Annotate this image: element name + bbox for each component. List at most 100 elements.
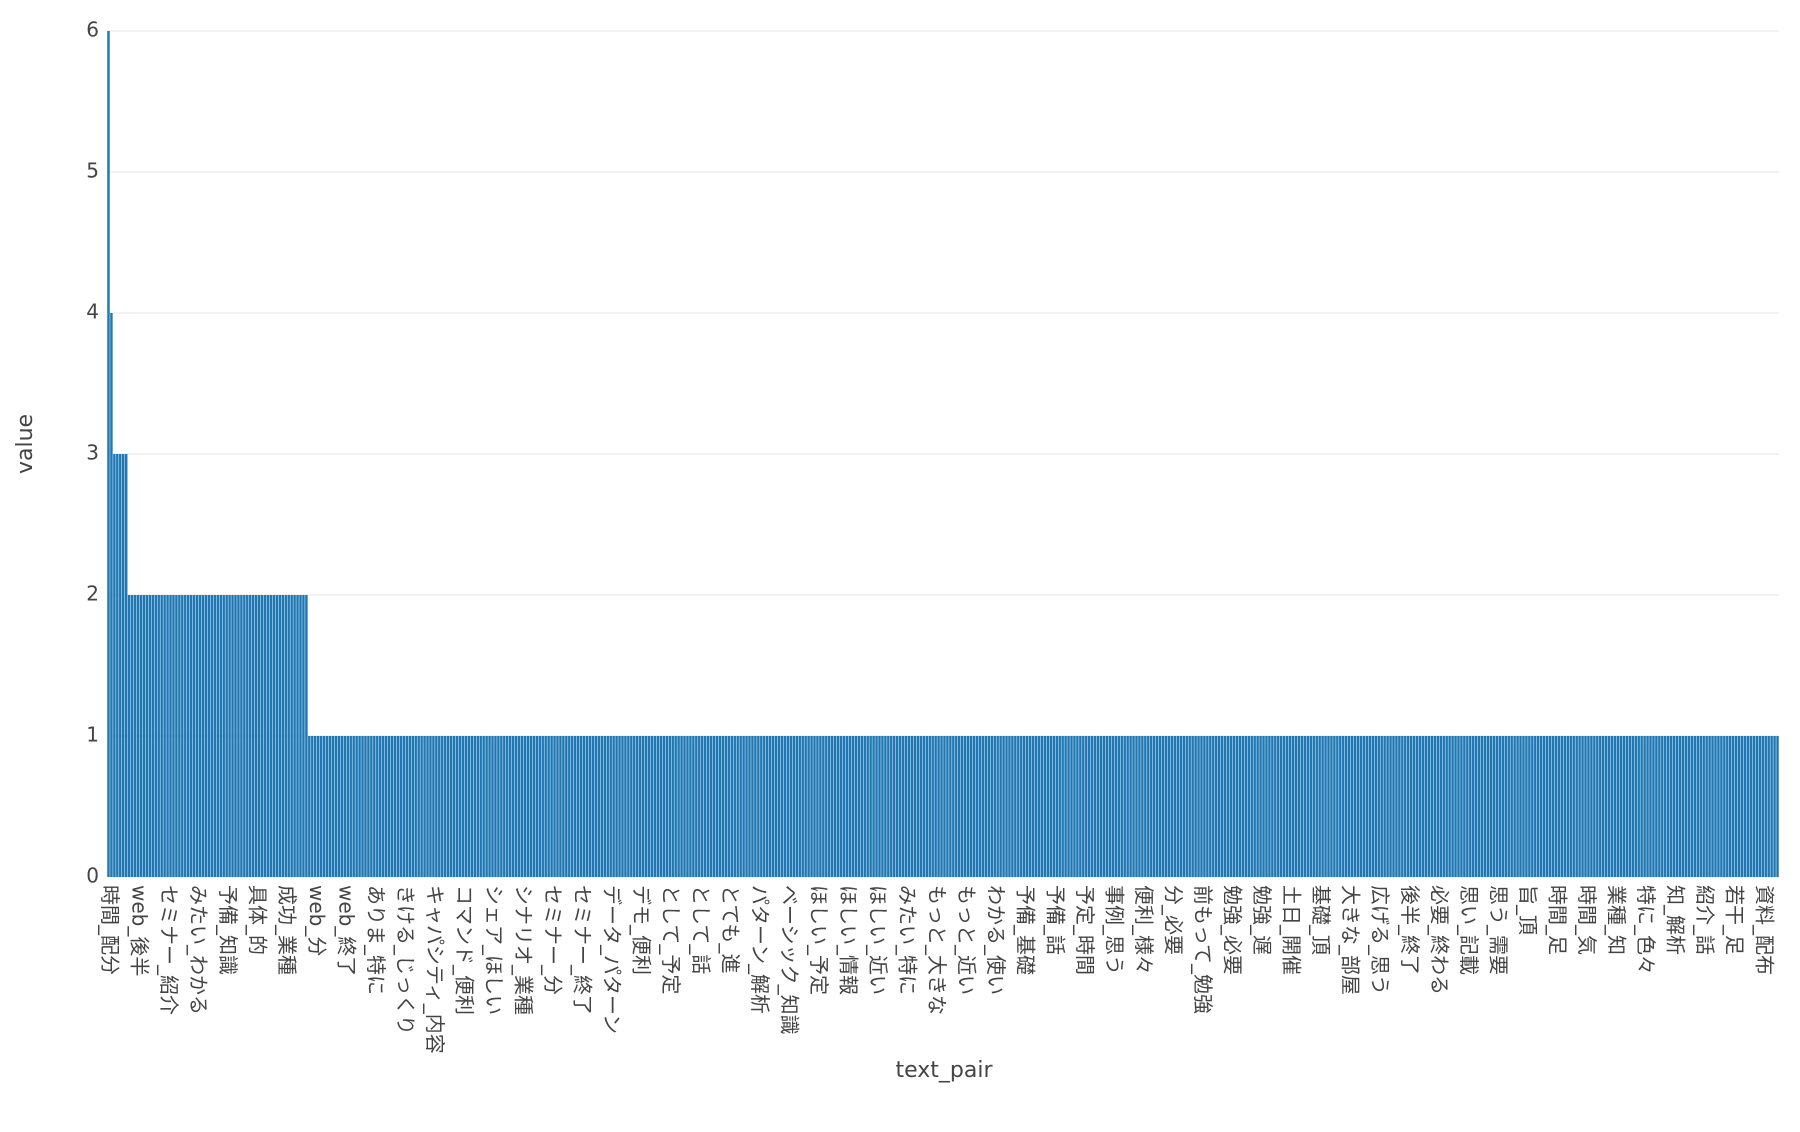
bar (1356, 736, 1360, 877)
bar (547, 736, 550, 877)
bar (600, 736, 604, 877)
bar (535, 736, 539, 877)
x-tick-label: web_終了 (334, 885, 358, 976)
bar (638, 736, 642, 877)
bar (1374, 736, 1378, 877)
bar (1368, 736, 1372, 877)
bar (825, 736, 828, 877)
bar (461, 736, 465, 877)
bar (842, 736, 846, 877)
bar (1161, 736, 1165, 877)
bar (1170, 736, 1174, 877)
bar (1445, 736, 1448, 877)
bar (1581, 736, 1584, 877)
bar (579, 736, 583, 877)
x-tick-label: 必要_終わる (1427, 885, 1451, 995)
bar (316, 736, 320, 877)
bar (228, 595, 231, 877)
bar (1572, 736, 1575, 877)
bar (1554, 736, 1558, 877)
bar (913, 736, 917, 877)
bar (1002, 736, 1005, 877)
bar (955, 736, 958, 877)
bar (166, 595, 169, 877)
x-tick-label: セミナー_終了 (571, 885, 595, 1015)
bar (1129, 736, 1132, 877)
bar (1593, 736, 1596, 877)
bar (148, 595, 152, 877)
bar (934, 736, 937, 877)
bar (612, 736, 615, 877)
bar (405, 736, 409, 877)
bar (1303, 736, 1307, 877)
bar (1297, 736, 1301, 877)
bar (736, 736, 739, 877)
bar (1395, 736, 1398, 877)
bar (978, 736, 982, 877)
y-tick-label: 0 (86, 864, 99, 888)
bar (1486, 736, 1490, 877)
bar (139, 595, 143, 877)
bar (429, 736, 432, 877)
bar (414, 736, 417, 877)
bar (275, 595, 279, 877)
bar (254, 595, 258, 877)
bar (1664, 736, 1667, 877)
bar (1575, 736, 1578, 877)
bar (1433, 736, 1437, 877)
bar (163, 595, 166, 877)
bar (154, 595, 157, 877)
bar (189, 595, 193, 877)
bar (1672, 736, 1676, 877)
bar (1126, 736, 1129, 877)
bar (488, 736, 491, 877)
bar (1336, 736, 1339, 877)
bar (742, 736, 745, 877)
bar (1427, 736, 1431, 877)
bar (142, 595, 146, 877)
bar (1114, 736, 1118, 877)
bar (568, 736, 571, 877)
bar (674, 736, 677, 877)
x-tick-label: 大きな_部屋 (1339, 885, 1363, 995)
bar (810, 736, 813, 877)
bar (1634, 736, 1637, 877)
bar (299, 595, 302, 877)
bar (1407, 736, 1410, 877)
bar (538, 736, 542, 877)
bar (757, 736, 760, 877)
bar (1607, 736, 1611, 877)
bar (618, 736, 621, 877)
bar (1658, 736, 1661, 877)
x-tick-label: 事例_思う (1102, 885, 1126, 975)
bar (1058, 736, 1061, 877)
bar (1040, 736, 1044, 877)
bar (1359, 736, 1363, 877)
bar (872, 736, 875, 877)
bar (1185, 736, 1188, 877)
bar (1155, 736, 1159, 877)
bar (402, 736, 406, 877)
bar (987, 736, 991, 877)
bar (1147, 736, 1150, 877)
bar (786, 736, 790, 877)
bar (1073, 736, 1076, 877)
bar (145, 595, 149, 877)
bar (996, 736, 999, 877)
bar (1318, 736, 1321, 877)
x-tick-label: ベーシック_知識 (777, 885, 801, 1035)
bar (963, 736, 967, 877)
bar (1596, 736, 1599, 877)
bar (1412, 736, 1416, 877)
bar (1377, 736, 1380, 877)
bar (1365, 736, 1369, 877)
bar (240, 595, 243, 877)
bar (494, 736, 497, 877)
bar (1085, 736, 1088, 877)
bar (857, 736, 861, 877)
bar (760, 736, 763, 877)
bar (822, 736, 825, 877)
bar (1743, 736, 1747, 877)
bar (671, 736, 674, 877)
bar (668, 736, 671, 877)
